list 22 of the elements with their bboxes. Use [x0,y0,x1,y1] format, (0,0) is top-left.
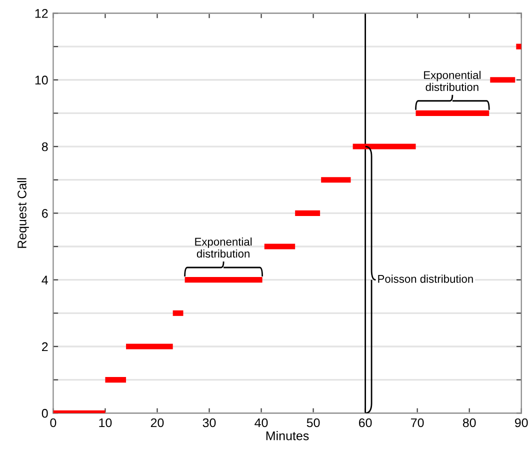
x-axis-title: Minutes [266,431,309,440]
x-tick-label: 10 [99,418,112,428]
y-tick-label: 12 [35,9,48,18]
y-tick-label: 10 [35,76,48,85]
x-tick-label: 70 [411,418,424,428]
y-tick-label: 4 [42,276,48,284]
x-tick-label: 50 [306,418,320,428]
y-tick-label: 6 [42,208,48,218]
y-tick-label: 0 [42,408,48,418]
annotation: Poisson distribution [378,274,473,283]
x-tick-label: 0 [50,418,56,428]
annotation: Exponential distribution [424,70,480,92]
x-tick-label: 30 [202,418,216,428]
x-tick-label: 40 [254,418,268,428]
x-tick-label: 20 [150,418,164,428]
x-tick-label: 90 [514,418,528,428]
annotation: Exponential distribution [195,238,252,258]
x-tick-label: 80 [462,418,476,428]
y-tick-label: 8 [42,142,48,152]
y-axis-title: Request Call [17,178,29,248]
y-tick-label: 2 [42,342,48,352]
x-tick-label: 60 [358,418,372,428]
